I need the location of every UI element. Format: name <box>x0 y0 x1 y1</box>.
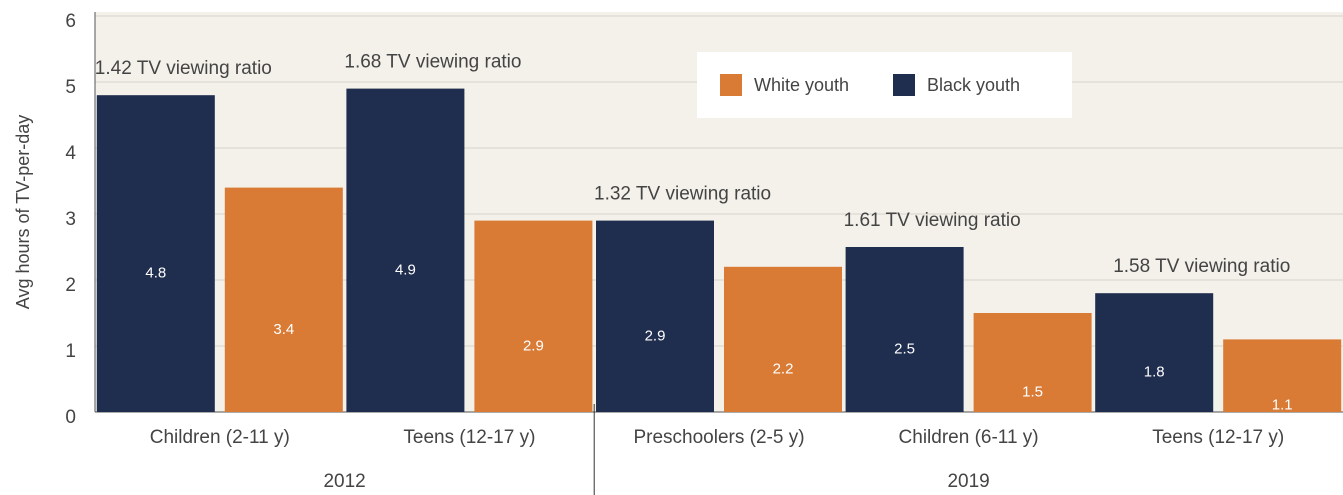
ratio-annotation: 1.58 TV viewing ratio <box>1113 256 1290 277</box>
y-tick-label: 5 <box>65 77 76 98</box>
group-label: 2019 <box>947 471 989 492</box>
y-tick-label: 0 <box>65 407 76 428</box>
bar <box>1223 339 1342 412</box>
y-tick-label: 6 <box>65 11 76 32</box>
value-label: 2.5 <box>894 340 915 357</box>
bar <box>224 187 343 412</box>
x-tick-label: Preschoolers (2-5 y) <box>633 427 804 448</box>
legend-label: Black youth <box>927 75 1020 95</box>
legend-label: White youth <box>754 75 849 95</box>
bar <box>346 88 465 412</box>
bar <box>596 220 714 412</box>
legend-box <box>697 52 1072 118</box>
x-tick-label: Teens (12-17 y) <box>1152 427 1284 448</box>
value-label: 3.4 <box>273 321 294 338</box>
value-label: 4.8 <box>145 265 166 282</box>
ratio-annotation: 1.61 TV viewing ratio <box>844 210 1021 231</box>
x-tick-label: Teens (12-17 y) <box>403 427 535 448</box>
value-label: 1.1 <box>1272 397 1293 414</box>
value-label: 1.5 <box>1022 383 1043 400</box>
value-label: 2.9 <box>645 327 666 344</box>
value-label: 2.9 <box>523 337 544 354</box>
value-label: 1.8 <box>1144 364 1165 381</box>
bar <box>973 313 1092 412</box>
legend-swatch <box>720 74 742 96</box>
value-label: 2.2 <box>773 360 794 377</box>
x-tick-label: Children (2-11 y) <box>150 427 290 448</box>
y-axis-label: Avg hours of TV-per-day <box>13 115 33 309</box>
y-tick-label: 3 <box>65 209 76 230</box>
bar <box>724 266 842 412</box>
group-label: 2012 <box>323 471 365 492</box>
x-tick-label: Children (6-11 y) <box>899 427 1039 448</box>
y-tick-label: 2 <box>65 275 76 296</box>
bar <box>96 95 215 412</box>
ratio-annotation: 1.42 TV viewing ratio <box>95 58 272 79</box>
ratio-annotation: 1.32 TV viewing ratio <box>594 184 771 205</box>
legend-swatch <box>893 74 915 96</box>
y-tick-label: 4 <box>65 143 76 164</box>
bar <box>1095 293 1214 412</box>
bar <box>474 220 593 412</box>
value-label: 4.9 <box>395 261 416 278</box>
y-tick-label: 1 <box>65 341 76 362</box>
ratio-annotation: 1.68 TV viewing ratio <box>344 52 521 73</box>
bar <box>845 247 964 412</box>
